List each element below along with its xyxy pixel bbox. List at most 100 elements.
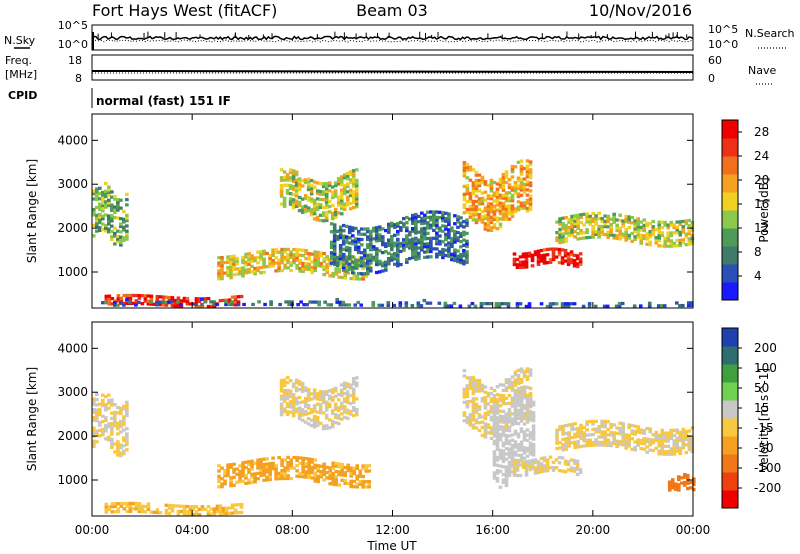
colorbar-tick-label: 15 bbox=[754, 401, 769, 415]
echo-cell bbox=[358, 472, 363, 476]
echo-cell bbox=[516, 389, 521, 393]
echo-cell bbox=[420, 237, 424, 242]
echo-cell bbox=[516, 200, 521, 204]
echo-cell bbox=[300, 410, 305, 415]
echo-cell bbox=[164, 295, 169, 299]
echo-cell bbox=[110, 229, 114, 234]
echo-cell bbox=[297, 409, 302, 413]
echo-cell bbox=[362, 248, 367, 252]
echo-cell bbox=[402, 245, 406, 250]
echo-cell bbox=[618, 232, 622, 236]
echo-cell bbox=[600, 440, 604, 445]
echo-cell bbox=[344, 303, 349, 307]
echo-cell bbox=[321, 411, 326, 415]
echo-cell bbox=[253, 472, 257, 476]
echo-cell bbox=[636, 443, 641, 447]
echo-cell bbox=[404, 303, 409, 308]
echo-cell bbox=[474, 194, 479, 198]
echo-cell bbox=[473, 304, 478, 308]
echo-cell bbox=[277, 250, 281, 254]
echo-cell bbox=[477, 405, 482, 409]
echo-cell bbox=[110, 216, 114, 220]
echo-cell bbox=[507, 393, 512, 398]
echo-cell bbox=[386, 303, 391, 308]
echo-cell bbox=[519, 387, 524, 392]
echo-cell bbox=[462, 251, 466, 255]
echo-cell bbox=[337, 267, 342, 271]
echo-cell bbox=[306, 195, 311, 200]
echo-cell bbox=[333, 191, 338, 196]
echo-cell bbox=[633, 432, 638, 436]
echo-cell bbox=[306, 395, 311, 400]
echo-cell bbox=[417, 246, 421, 250]
echo-cell bbox=[339, 196, 344, 200]
echo-cell bbox=[492, 199, 497, 203]
echo-cell bbox=[647, 304, 652, 308]
echo-cell bbox=[557, 455, 562, 460]
echo-cell bbox=[294, 402, 299, 406]
echo-cell bbox=[288, 170, 293, 175]
echo-cell bbox=[588, 443, 592, 447]
echo-cell bbox=[426, 247, 430, 251]
echo-cell bbox=[280, 469, 284, 473]
echo-cell bbox=[289, 458, 293, 462]
echo-cell bbox=[582, 431, 586, 435]
echo-cell bbox=[336, 416, 341, 420]
echo-cell bbox=[348, 191, 353, 195]
echo-cell bbox=[690, 242, 695, 246]
echo-cell bbox=[344, 261, 349, 265]
echo-cell bbox=[657, 220, 662, 224]
echo-cell bbox=[432, 220, 436, 225]
echo-cell bbox=[630, 431, 635, 436]
echo-cell bbox=[291, 198, 296, 202]
echo-cell bbox=[194, 513, 199, 517]
echo-cell bbox=[371, 229, 376, 233]
echo-cell bbox=[356, 245, 361, 249]
echo-cell bbox=[507, 206, 512, 211]
echo-cell bbox=[432, 218, 436, 222]
echo-cell bbox=[345, 200, 350, 204]
echo-cell bbox=[441, 240, 445, 244]
echo-cell bbox=[116, 442, 120, 447]
colorbar-swatch bbox=[722, 382, 738, 401]
echo-cell bbox=[291, 400, 296, 405]
echo-cell bbox=[669, 223, 674, 227]
echo-cell bbox=[606, 441, 610, 445]
echo-cell bbox=[263, 302, 267, 307]
echo-cell bbox=[348, 409, 353, 414]
echo-cell bbox=[516, 448, 521, 452]
echo-cell bbox=[575, 262, 580, 266]
echo-cell bbox=[684, 222, 689, 226]
echo-cell bbox=[342, 207, 347, 211]
echo-cell bbox=[636, 227, 641, 231]
echo-cell bbox=[402, 248, 406, 252]
echo-cell bbox=[359, 303, 364, 307]
echo-cell bbox=[259, 465, 263, 470]
echo-cell bbox=[236, 510, 241, 515]
echo-cell bbox=[194, 305, 199, 309]
echo-cell bbox=[306, 403, 311, 408]
echo-cell bbox=[597, 227, 601, 231]
echo-cell bbox=[471, 186, 476, 190]
echo-cell bbox=[563, 304, 568, 309]
echo-cell bbox=[341, 252, 346, 257]
echo-cell bbox=[295, 263, 299, 268]
echo-cell bbox=[356, 248, 361, 252]
echo-cell bbox=[576, 445, 580, 449]
echo-cell bbox=[104, 297, 109, 301]
echo-cell bbox=[335, 234, 340, 239]
echo-cell bbox=[462, 205, 467, 210]
echo-cell bbox=[492, 209, 497, 214]
echo-cell bbox=[498, 193, 503, 197]
echo-cell bbox=[564, 223, 568, 228]
echo-cell bbox=[399, 220, 403, 225]
echo-cell bbox=[507, 378, 512, 382]
echo-cell bbox=[545, 468, 550, 473]
echo-cell bbox=[287, 302, 291, 307]
echo-cell bbox=[474, 173, 479, 177]
echo-cell bbox=[435, 210, 439, 214]
echo-cell bbox=[125, 411, 129, 415]
echo-cell bbox=[417, 251, 421, 255]
echo-cell bbox=[654, 241, 659, 245]
echo-cell bbox=[318, 392, 323, 396]
